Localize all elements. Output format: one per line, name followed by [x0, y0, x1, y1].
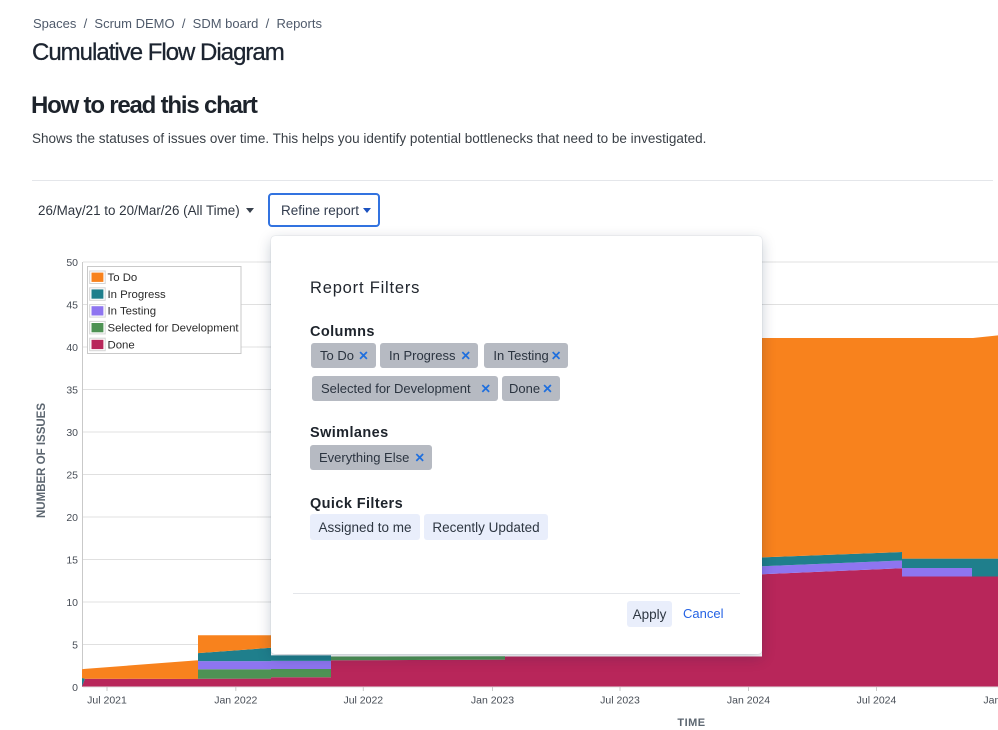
- svg-text:35: 35: [66, 384, 78, 396]
- svg-text:To Do: To Do: [108, 272, 138, 284]
- svg-text:Jul 2021: Jul 2021: [87, 695, 127, 707]
- svg-text:10: 10: [66, 597, 78, 609]
- svg-text:20: 20: [66, 512, 78, 524]
- svg-text:5: 5: [72, 639, 78, 651]
- svg-text:Done: Done: [108, 339, 135, 351]
- svg-text:45: 45: [66, 299, 78, 311]
- svg-text:50: 50: [66, 257, 78, 269]
- svg-text:In Testing: In Testing: [108, 306, 157, 318]
- svg-text:TIME: TIME: [677, 717, 705, 729]
- svg-text:In Progress: In Progress: [108, 289, 167, 301]
- svg-text:25: 25: [66, 469, 78, 481]
- svg-text:Jul 2024: Jul 2024: [857, 695, 897, 707]
- svg-text:Jan 2023: Jan 2023: [471, 695, 514, 707]
- svg-text:30: 30: [66, 427, 78, 439]
- svg-text:Selected for Development: Selected for Development: [108, 323, 240, 335]
- svg-text:NUMBER OF ISSUES: NUMBER OF ISSUES: [36, 403, 48, 518]
- svg-text:Jul 2023: Jul 2023: [600, 695, 640, 707]
- svg-text:Jul 2022: Jul 2022: [343, 695, 383, 707]
- svg-text:40: 40: [66, 342, 78, 354]
- svg-text:Jan 2024: Jan 2024: [727, 695, 770, 707]
- svg-text:Jan 2022: Jan 2022: [214, 695, 257, 707]
- svg-text:15: 15: [66, 554, 78, 566]
- svg-text:0: 0: [72, 682, 78, 694]
